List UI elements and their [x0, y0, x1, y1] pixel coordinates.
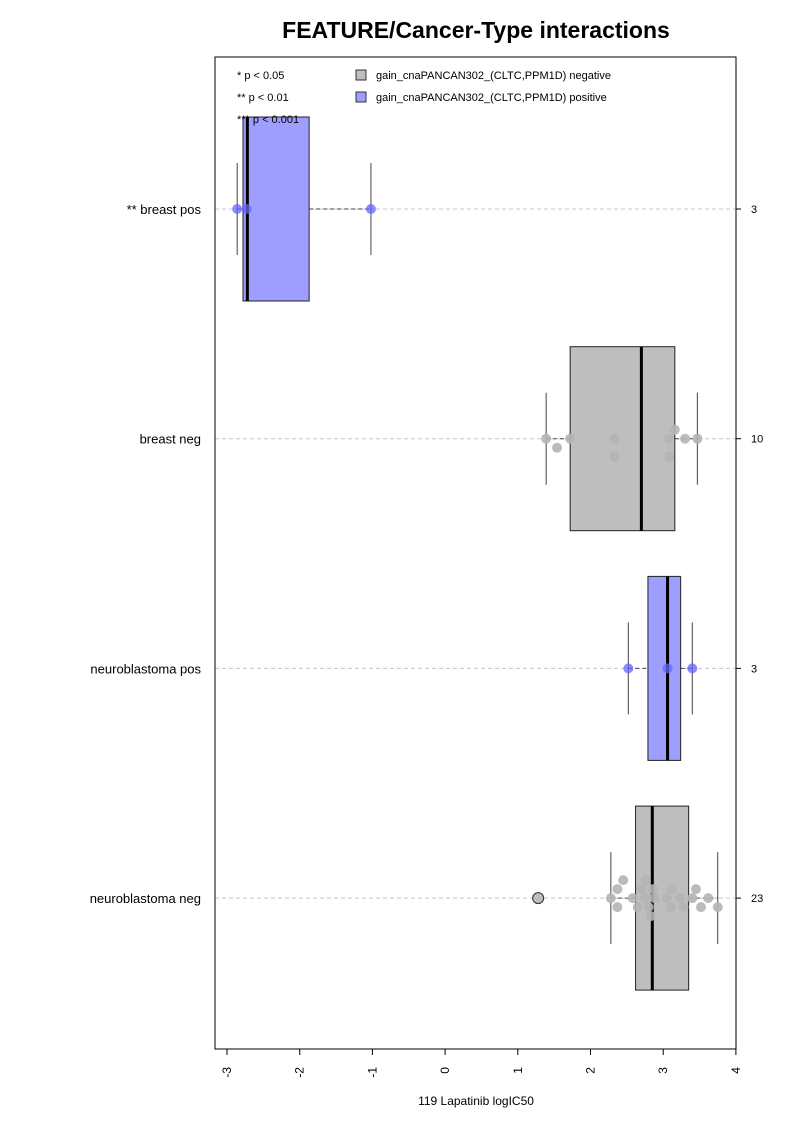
category-label: neuroblastoma neg [90, 891, 201, 906]
group-count: 3 [751, 204, 757, 216]
x-tick-label: 4 [729, 1067, 743, 1074]
data-point [703, 893, 714, 904]
data-point [365, 204, 376, 214]
gridlines [215, 208, 736, 899]
data-point [678, 902, 689, 913]
x-axis-label: 119 Lapatinib logIC50 [418, 1094, 534, 1108]
data-point [643, 902, 654, 913]
data-point [541, 433, 552, 444]
legend-label: gain_cnaPANCAN302_(CLTC,PPM1D) negative [376, 70, 611, 82]
data-point [609, 451, 620, 462]
data-point [636, 884, 647, 895]
data-point [690, 884, 701, 895]
data-point [618, 875, 629, 886]
significance-legend-entry: *** p < 0.001 [237, 114, 299, 126]
x-axis: -3 -2 -1 0 1 2 3 4 [220, 1048, 743, 1078]
data-point [640, 875, 651, 886]
x-tick-label: 2 [584, 1067, 598, 1074]
data-point [645, 911, 656, 922]
data-point [632, 902, 643, 913]
data-point [669, 424, 680, 435]
legend: gain_cnaPANCAN302_(CLTC,PPM1D) negative g… [355, 69, 611, 104]
data-point [649, 893, 660, 904]
category-label: ** breast pos [127, 202, 202, 217]
data-point [623, 663, 634, 674]
data-point [687, 663, 698, 674]
data-point [640, 893, 651, 904]
significance-legend-entry: * p < 0.05 [237, 70, 284, 82]
data-point [232, 204, 243, 214]
box [569, 346, 676, 532]
data-point [605, 893, 616, 904]
data-point [565, 433, 576, 444]
data-point [674, 893, 685, 904]
group-count: 10 [751, 434, 763, 446]
data-point [712, 902, 723, 913]
x-tick-label: -3 [220, 1067, 234, 1078]
data-point [552, 442, 563, 453]
category-label: neuroblastoma pos [90, 661, 201, 676]
data-point [648, 884, 659, 895]
data-point [687, 893, 698, 904]
group-counts: 3 10 3 23 [736, 204, 763, 905]
x-tick-label: -1 [365, 1067, 379, 1078]
group-count: 3 [751, 663, 757, 675]
data-point [661, 893, 672, 904]
category-label: breast neg [140, 432, 201, 447]
significance-legend: * p < 0.05 ** p < 0.01 *** p < 0.001 [237, 70, 299, 126]
data-points [232, 204, 723, 922]
legend-swatch [355, 69, 367, 81]
data-point [692, 433, 703, 444]
data-point [627, 893, 638, 904]
data-point [662, 663, 673, 674]
data-point [612, 884, 623, 895]
x-tick-label: 0 [438, 1067, 452, 1074]
legend-label: gain_cnaPANCAN302_(CLTC,PPM1D) positive [376, 92, 607, 104]
data-point [665, 902, 676, 913]
outlier-point [532, 892, 545, 905]
significance-legend-entry: ** p < 0.01 [237, 92, 289, 104]
x-tick-label: 3 [656, 1067, 670, 1074]
legend-swatch [355, 91, 367, 103]
data-point [609, 433, 620, 444]
data-point [666, 884, 677, 895]
group-count: 23 [751, 893, 763, 905]
data-point [680, 433, 691, 444]
data-point [664, 433, 675, 444]
x-tick-label: -2 [293, 1067, 307, 1078]
boxplots [236, 116, 719, 991]
data-point [664, 451, 675, 462]
x-tick-label: 1 [511, 1067, 525, 1074]
chart-title: FEATURE/Cancer-Type interactions [282, 17, 670, 43]
data-point [696, 902, 707, 913]
data-point [241, 204, 252, 214]
box [242, 116, 310, 302]
category-labels: ** breast pos breast neg neuroblastoma pos… [90, 202, 202, 906]
data-point [612, 902, 623, 913]
